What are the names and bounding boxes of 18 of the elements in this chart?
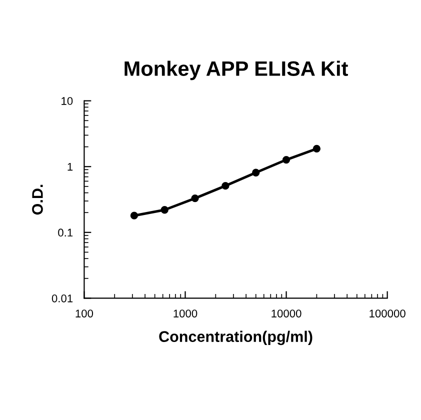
x-tick-label: 1000 (174, 310, 198, 318)
x-tick-label: 100 (76, 310, 94, 318)
x-tick-label: 100000 (370, 310, 406, 318)
point (282, 156, 290, 164)
point (191, 194, 199, 202)
y-axis-title: O.D. (32, 184, 43, 215)
y-tick-label: 0.01 (52, 294, 73, 302)
point (160, 206, 168, 214)
y-tick-label: 10 (62, 97, 73, 105)
chart-title: Monkey APP ELISA Kit (124, 60, 348, 80)
x-tick-label: 10000 (272, 310, 302, 318)
y-tick-label: 1 (68, 162, 73, 171)
x-axis-title: Concentration(pg/ml) (159, 330, 312, 346)
point (312, 144, 321, 153)
y-tick-label: 0.1 (58, 228, 73, 237)
point (222, 182, 230, 190)
point (252, 168, 260, 176)
point (130, 212, 138, 220)
